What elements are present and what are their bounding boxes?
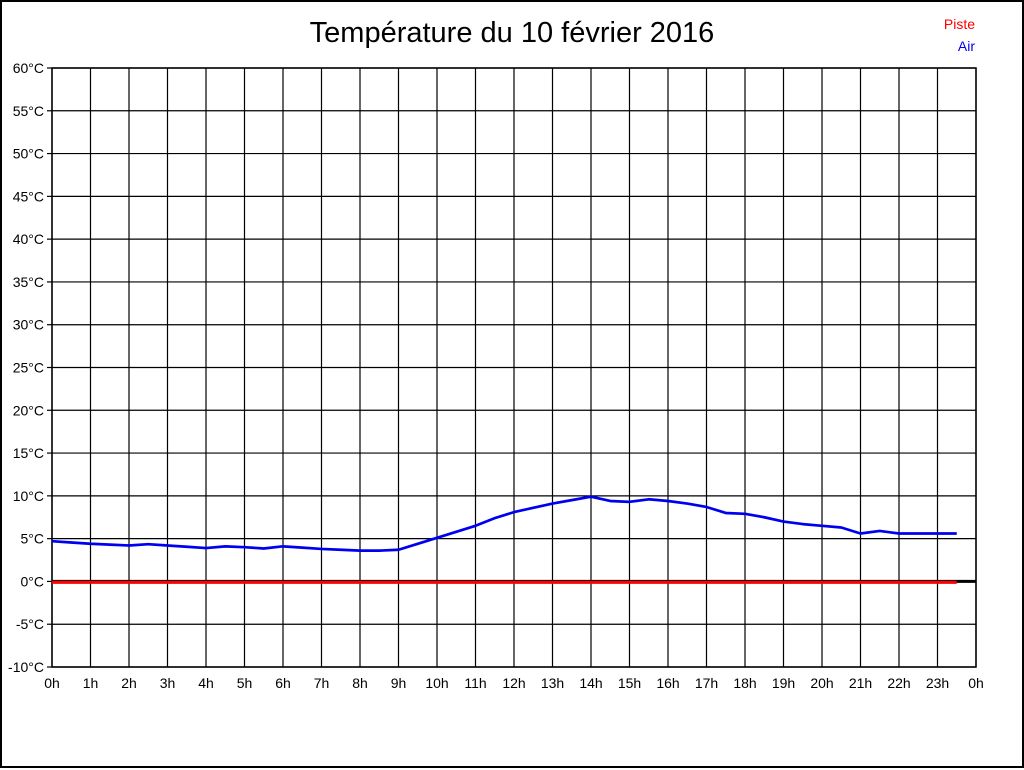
x-axis-tick-label: 22h [887, 675, 910, 691]
y-axis-tick-label: -5°C [16, 616, 44, 632]
x-axis-tick-label: 18h [733, 675, 756, 691]
x-axis-tick-label: 11h [464, 675, 486, 691]
x-axis-tick-label: 5h [237, 675, 253, 691]
x-axis-tick-label: 17h [695, 675, 718, 691]
x-axis-tick-label: 10h [425, 675, 448, 691]
x-axis-tick-label: 3h [160, 675, 176, 691]
y-axis-tick-label: 25°C [13, 360, 44, 376]
x-axis-tick-label: 14h [579, 675, 602, 691]
legend-item-piste: Piste [943, 16, 975, 32]
y-axis-tick-label: 15°C [13, 445, 44, 461]
x-axis-tick-label: 9h [391, 675, 407, 691]
x-axis-tick-label: 21h [849, 675, 872, 691]
plot-border [51, 67, 977, 668]
y-axis-tick-label: 5°C [21, 531, 45, 547]
x-axis-tick-label: 4h [198, 675, 214, 691]
x-axis-tick-label: 12h [502, 675, 525, 691]
legend: Piste Air [944, 13, 975, 57]
x-axis-tick-label: 15h [618, 675, 641, 691]
y-axis-tick-label: 30°C [13, 317, 44, 333]
x-axis-tick-label: 0h [968, 675, 984, 691]
x-axis-tick-label: 0h [44, 675, 60, 691]
y-axis-tick-label: 40°C [13, 231, 44, 247]
y-axis-tick-label: 20°C [13, 402, 44, 418]
y-axis-tick-label: 60°C [13, 60, 44, 76]
y-axis-tick-label: 0°C [21, 573, 45, 589]
y-axis-tick-label: 55°C [13, 103, 44, 119]
y-axis-tick-label: 50°C [13, 146, 44, 162]
x-axis-tick-label: 7h [314, 675, 330, 691]
x-axis-tick-label: 13h [541, 675, 564, 691]
x-axis-tick-label: 8h [352, 675, 368, 691]
y-axis-tick-label: -10°C [8, 659, 44, 675]
chart-title: Température du 10 février 2016 [309, 17, 715, 49]
x-axis-tick-label: 16h [656, 675, 679, 691]
x-axis-tick-label: 19h [772, 675, 795, 691]
x-axis-tick-label: 23h [926, 675, 949, 691]
x-axis-tick-label: 6h [275, 675, 291, 691]
x-axis-tick-label: 2h [121, 675, 137, 691]
series-air-line [51, 495, 957, 552]
x-axis-tick-label: 1h [83, 675, 99, 691]
y-axis-tick-label: 10°C [13, 488, 44, 504]
y-axis-tick-label: 35°C [13, 274, 44, 290]
y-axis-tick-label: 45°C [13, 188, 44, 204]
legend-item-air: Air [957, 38, 975, 54]
x-axis-tick-label: 20h [810, 675, 833, 691]
